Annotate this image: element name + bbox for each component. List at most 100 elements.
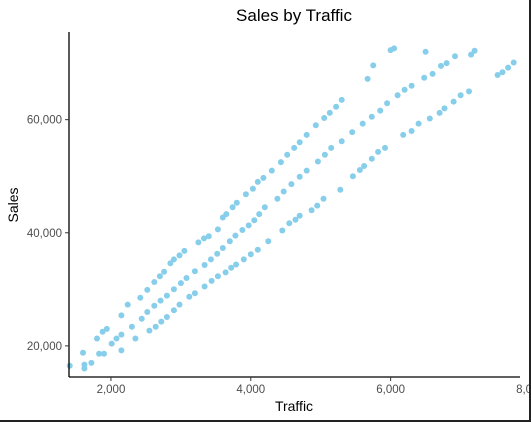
data-point — [279, 227, 286, 234]
data-point — [338, 96, 345, 103]
data-point — [436, 109, 443, 116]
data-point — [328, 144, 335, 151]
data-point — [382, 144, 388, 151]
data-point — [286, 220, 293, 227]
data-point — [312, 122, 319, 129]
data-point — [292, 216, 299, 223]
data-point — [320, 195, 327, 202]
data-point — [132, 335, 139, 342]
data-point — [377, 107, 384, 114]
data-point — [247, 251, 254, 258]
data-point — [314, 202, 321, 209]
data-point — [108, 340, 115, 347]
data-point — [510, 59, 517, 66]
data-point — [303, 167, 310, 174]
data-point — [277, 159, 284, 166]
data-point — [421, 74, 428, 81]
data-point — [359, 120, 366, 127]
data-point — [80, 349, 86, 356]
data-point — [240, 256, 247, 263]
x-tick-label: 4,000 — [236, 384, 265, 396]
data-point — [163, 314, 170, 320]
data-point — [349, 129, 356, 136]
data-point — [291, 144, 298, 151]
data-point — [99, 328, 106, 335]
data-point — [88, 359, 95, 366]
data-point — [349, 173, 356, 180]
data-point — [170, 286, 177, 293]
data-point — [177, 280, 184, 287]
data-point — [207, 256, 214, 263]
data-point — [151, 279, 158, 285]
data-point — [176, 301, 183, 308]
data-point — [144, 309, 151, 315]
data-point — [471, 47, 478, 54]
data-point — [201, 235, 207, 242]
data-point — [505, 64, 512, 71]
data-point — [356, 167, 363, 173]
x-axis-label: Traffic — [275, 398, 313, 414]
data-point — [219, 245, 226, 251]
data-point — [254, 178, 261, 185]
data-point — [338, 138, 345, 145]
data-point — [422, 48, 429, 55]
data-point — [394, 92, 401, 99]
data-point — [81, 361, 88, 368]
data-point — [94, 335, 100, 342]
data-point — [303, 131, 310, 138]
data-point — [261, 204, 268, 211]
x-tick-label: 2,000 — [97, 384, 126, 396]
data-point — [438, 62, 444, 69]
x-tick-label: 6,000 — [376, 384, 405, 396]
data-point — [214, 226, 221, 233]
data-point — [245, 222, 252, 229]
data-point — [96, 350, 103, 357]
data-point — [170, 307, 177, 314]
data-point — [468, 51, 475, 58]
data-point — [256, 211, 263, 218]
data-point — [232, 232, 239, 239]
data-point — [450, 98, 457, 105]
data-point — [265, 238, 272, 245]
data-point — [296, 173, 303, 180]
data-point — [103, 325, 110, 332]
data-point — [368, 113, 375, 120]
data-point — [205, 233, 212, 240]
data-point — [443, 60, 450, 67]
data-point — [361, 163, 368, 169]
data-point — [326, 109, 333, 116]
data-point — [333, 103, 340, 110]
data-point — [144, 286, 151, 293]
y-axis-label: Sales — [5, 187, 21, 222]
data-point — [452, 53, 458, 60]
data-point — [118, 347, 125, 354]
data-point — [296, 212, 303, 219]
data-point — [239, 227, 246, 233]
data-point — [368, 155, 375, 162]
data-point — [321, 151, 328, 158]
data-point — [364, 75, 371, 82]
data-point — [494, 72, 501, 78]
data-point — [118, 331, 125, 338]
data-point — [321, 115, 328, 121]
data-point — [249, 185, 256, 192]
data-point — [191, 268, 198, 275]
data-point — [314, 158, 321, 165]
data-point — [429, 70, 436, 77]
data-point — [254, 246, 261, 253]
data-point — [208, 277, 215, 284]
data-point — [158, 318, 165, 325]
data-point — [152, 323, 159, 330]
data-point — [441, 105, 448, 112]
data-point — [176, 252, 183, 259]
data-point — [499, 69, 506, 76]
data-point — [226, 238, 233, 245]
data-point — [280, 188, 287, 195]
data-point — [401, 86, 408, 93]
data-point — [408, 82, 415, 89]
data-point — [274, 195, 281, 202]
data-point — [466, 88, 472, 95]
data-point — [415, 120, 422, 127]
y-tick-label: 40,000 — [27, 228, 62, 240]
